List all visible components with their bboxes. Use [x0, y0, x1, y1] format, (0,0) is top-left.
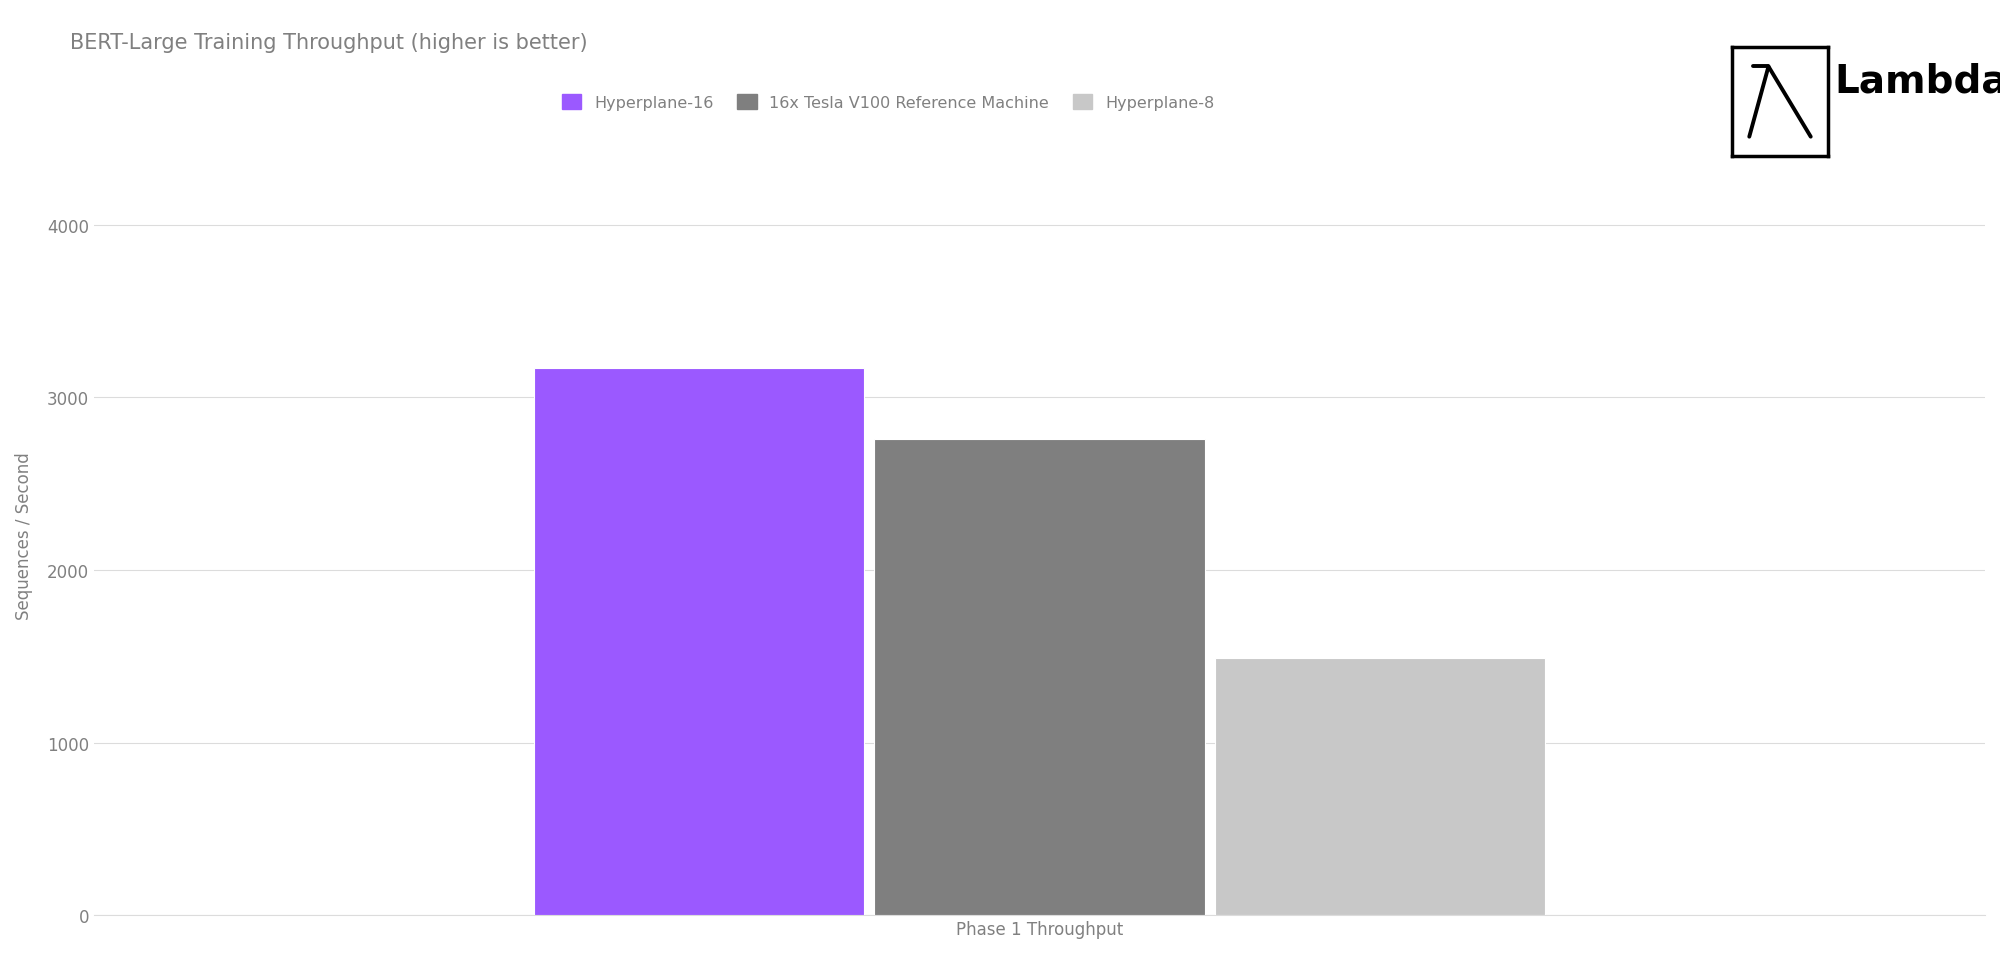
Bar	[534, 369, 864, 915]
Bar	[1214, 659, 1544, 915]
Bar	[874, 439, 1204, 915]
Text: BERT-Large Training Throughput (higher is better): BERT-Large Training Throughput (higher i…	[70, 33, 588, 53]
Legend: Hyperplane-16, 16x Tesla V100 Reference Machine, Hyperplane-8: Hyperplane-16, 16x Tesla V100 Reference …	[556, 89, 1220, 117]
Text: Lambda: Lambda	[1834, 62, 2000, 100]
Y-axis label: Sequences / Second: Sequences / Second	[14, 452, 34, 619]
